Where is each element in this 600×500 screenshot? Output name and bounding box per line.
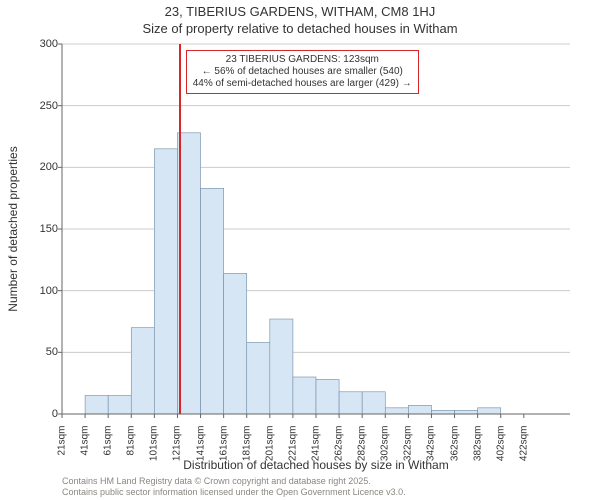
y-tick-label: 50	[18, 346, 58, 358]
plot-area	[62, 44, 570, 414]
y-tick-label: 300	[18, 38, 58, 50]
y-tick-label: 150	[18, 223, 58, 235]
property-callout-box: 23 TIBERIUS GARDENS: 123sqm ← 56% of det…	[186, 50, 419, 94]
chart-container: 23, TIBERIUS GARDENS, WITHAM, CM8 1HJ Si…	[0, 0, 600, 500]
y-tick-label: 200	[18, 161, 58, 173]
chart-title-main: 23, TIBERIUS GARDENS, WITHAM, CM8 1HJ	[0, 4, 600, 19]
y-tick-label: 100	[18, 285, 58, 297]
chart-footer: Contains HM Land Registry data © Crown c…	[62, 476, 406, 498]
property-marker-line	[179, 44, 181, 414]
footer-line-2: Contains public sector information licen…	[62, 487, 406, 498]
callout-line-2: ← 56% of detached houses are smaller (54…	[193, 66, 412, 78]
callout-line-3: 44% of semi-detached houses are larger (…	[193, 78, 412, 90]
y-tick-label: 0	[18, 408, 58, 420]
x-axis-label: Distribution of detached houses by size …	[62, 458, 570, 472]
histogram-svg	[62, 44, 570, 414]
callout-line-1: 23 TIBERIUS GARDENS: 123sqm	[193, 54, 412, 66]
footer-line-1: Contains HM Land Registry data © Crown c…	[62, 476, 406, 487]
chart-title-sub: Size of property relative to detached ho…	[0, 21, 600, 36]
y-tick-label: 250	[18, 100, 58, 112]
